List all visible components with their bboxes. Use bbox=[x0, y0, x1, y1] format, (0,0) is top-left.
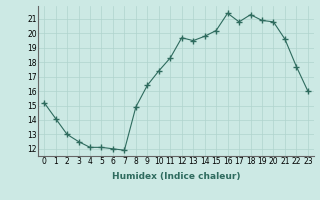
X-axis label: Humidex (Indice chaleur): Humidex (Indice chaleur) bbox=[112, 172, 240, 181]
